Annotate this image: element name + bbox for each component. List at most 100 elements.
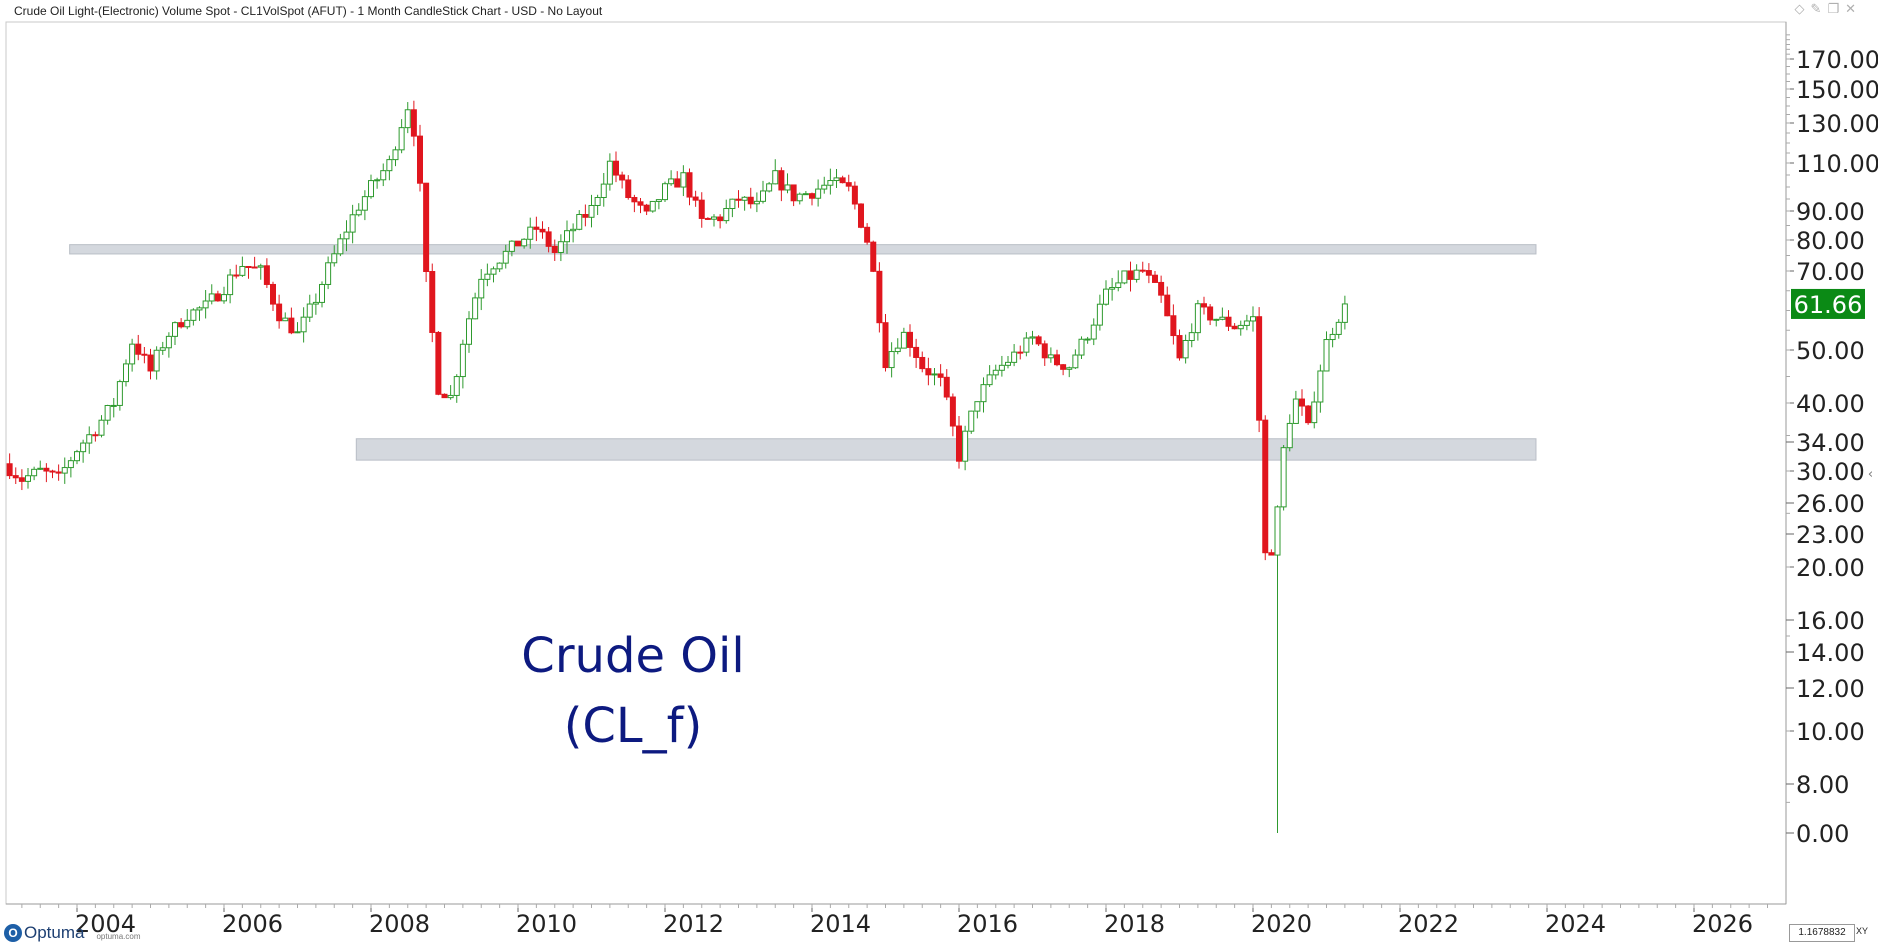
x-tick-label: 2006 [222,910,283,938]
candle [294,322,301,334]
candle [698,192,705,228]
candle [1084,336,1091,344]
candle [466,311,472,353]
candle [92,431,99,442]
candle [637,197,644,214]
candle [606,153,613,191]
candle [98,415,105,438]
candle [845,174,852,192]
candle [80,439,87,463]
candle [704,217,711,220]
candle [429,263,436,343]
y-tick-label: 26.00 [1796,490,1865,518]
candle [943,369,950,401]
y-tick-label: 70.00 [1796,258,1865,286]
diamond-icon[interactable]: ◇ [1794,2,1811,17]
scale-mode-toggle[interactable]: XY [1856,926,1869,936]
candle [1194,299,1201,341]
chart-window-title: Crude Oil Light-(Electronic) Volume Spot… [14,4,603,18]
candle [594,194,601,216]
candle [900,327,907,349]
candle [221,286,227,304]
annotation-line-1: Crude Oil [521,628,744,684]
y-tick-label: 23.00 [1796,521,1865,549]
candle [809,192,815,206]
candle [386,155,393,181]
candle [1005,356,1011,369]
candle [478,269,485,311]
candle [980,377,987,413]
y-tick-label: 14.00 [1796,639,1865,667]
candle [12,467,19,485]
y-tick-label: 16.00 [1796,607,1865,635]
candle [833,169,840,188]
y-tick-label: 80.00 [1796,227,1865,255]
candle [472,292,479,320]
candle [368,174,374,199]
brand-url: optuma.com [96,931,141,941]
pin-icon[interactable]: ✎ [1810,2,1828,17]
candle [962,425,969,471]
y-tick-label: 8.00 [1796,771,1849,799]
candle [729,198,736,218]
candle [282,312,289,322]
candle [1201,296,1207,315]
candle [723,199,730,224]
candle [1145,263,1152,284]
candle [968,410,975,434]
candle [1323,331,1330,372]
candle [1237,320,1244,336]
candle [270,281,276,311]
y-tick-label: 30.00 [1796,458,1865,486]
candle [110,398,117,418]
candle [919,351,926,373]
candle [319,281,325,308]
candle [1096,294,1103,331]
candle [331,245,338,267]
collapse-panel-icon[interactable]: ‹ [1867,467,1874,482]
candle [913,338,920,368]
candle [876,262,883,333]
candle [711,214,717,227]
candle [502,244,509,269]
candle [1299,389,1305,416]
y-tick-label: 150.00 [1796,76,1878,104]
candle [147,348,154,380]
candle [655,199,662,210]
candle [717,214,724,229]
candle [1072,349,1079,369]
candle [925,357,932,386]
last-price-marker: 61.66 [1791,288,1865,319]
candle [404,102,411,134]
price-zone-1 [69,244,1537,255]
candle [613,151,619,183]
candle [361,190,368,221]
candle [239,256,246,277]
candle [123,359,129,387]
candle [796,192,803,205]
candle [1280,445,1287,511]
candle [276,294,283,329]
close-icon[interactable]: ✕ [1845,2,1862,17]
candle [986,365,993,388]
candle [1225,310,1232,331]
restore-icon[interactable]: ❐ [1827,2,1846,17]
candle [1060,364,1067,376]
candle [992,364,999,380]
candle [67,456,74,478]
scale-input[interactable]: 1.1678832 [1789,924,1855,942]
candle [355,203,362,217]
candle [778,167,785,202]
candle [1109,277,1116,301]
candle [631,194,638,213]
candle [74,449,80,465]
title-bar: Crude Oil Light-(Electronic) Volume Spot… [0,0,1878,22]
candle [141,346,148,364]
candle [882,314,889,372]
y-tick-label: 20.00 [1796,554,1865,582]
candle [129,338,136,372]
brand-name: Optuma [24,923,85,942]
candle [453,374,460,403]
y-tick-label: 110.00 [1796,150,1878,178]
